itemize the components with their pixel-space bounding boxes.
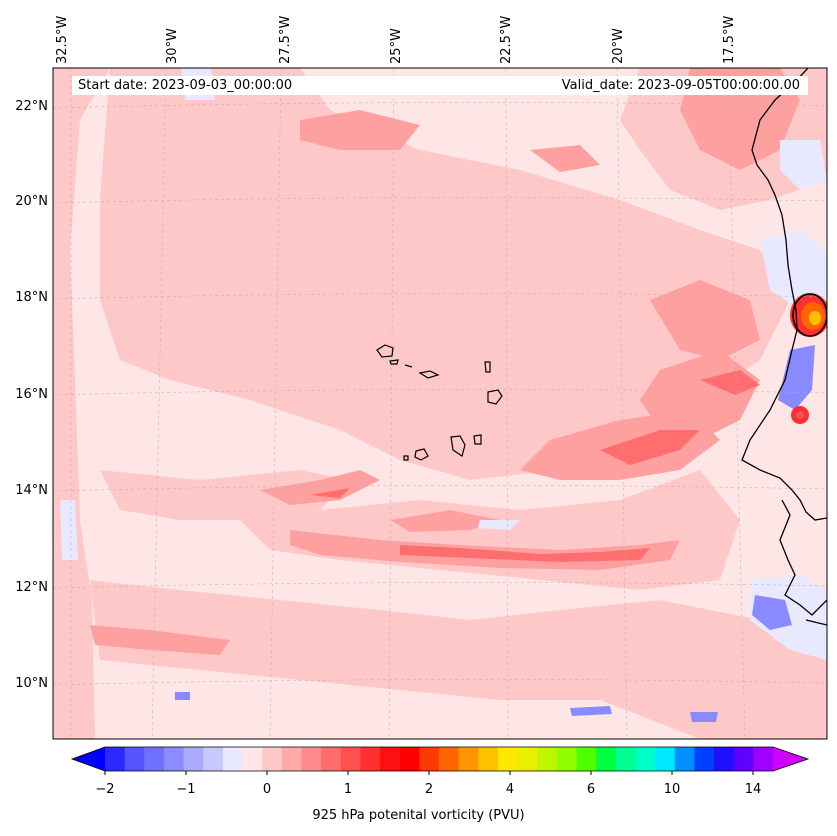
colorbar-segment (694, 747, 715, 771)
colorbar-tick-label: 2 (424, 782, 434, 797)
lon-text: 27.5°W (278, 15, 293, 64)
lat-label-14n: 14°N (15, 483, 48, 498)
colorbar-segment (419, 747, 440, 771)
lon-label-17-5w: 17.5°W (721, 0, 741, 64)
island-sao-vicente (389, 359, 399, 365)
colorbar-segment (380, 747, 401, 771)
start-date-text: Start date: 2023-09-03_00:00:00 (78, 78, 293, 93)
island-santiago (450, 435, 466, 457)
pv-field (53, 68, 827, 739)
colorbar-tick-label: 4 (505, 782, 515, 797)
colorbar-tick-label: −2 (95, 782, 115, 797)
colorbar-segment (635, 747, 656, 771)
colorbar-segment (714, 747, 735, 771)
island-maio (473, 434, 482, 445)
lat-label-10n: 10°N (15, 676, 48, 691)
colorbar-segment (321, 747, 342, 771)
colorbar-segment (340, 747, 361, 771)
lon-text: 20°W (611, 28, 626, 64)
island-boa-vista (487, 389, 503, 405)
colorbar-segment (360, 747, 381, 771)
colorbar-segment (203, 747, 224, 771)
colorbar-segment (655, 747, 676, 771)
colorbar-segment (222, 747, 244, 771)
colorbar-segment (439, 747, 460, 771)
date-info-bar: Start date: 2023-09-03_00:00:00 Valid_da… (72, 76, 808, 95)
colorbar-segment (399, 747, 420, 771)
colorbar-segment (478, 747, 499, 771)
lat-label-16n: 16°N (15, 387, 48, 402)
colorbar-segment (242, 747, 263, 771)
lon-text: 25°W (389, 28, 404, 64)
lon-label-22-5w: 22.5°W (498, 0, 518, 64)
island-sal (484, 361, 491, 373)
pv-hotspot-contour (792, 293, 827, 337)
colorbar-segment (281, 747, 302, 771)
colorbar-tick-label: 1 (343, 782, 353, 797)
colorbar-extend-max (773, 747, 808, 771)
colorbar-segment (537, 747, 558, 771)
colorbar-segment (458, 747, 479, 771)
colorbar-extend-min (72, 747, 105, 771)
valid-date-text: Valid_date: 2023-09-05T00:00:00.00 (561, 78, 800, 93)
colorbar-segment (753, 747, 774, 771)
lon-text: 30°W (165, 28, 180, 64)
colorbar-segment (497, 747, 519, 771)
colorbar-segment (674, 747, 695, 771)
colorbar-segment (124, 747, 145, 771)
colorbar-segment (301, 747, 322, 771)
colorbar-segment (517, 747, 538, 771)
map-frame (52, 67, 828, 740)
colorbar-segment (163, 747, 185, 771)
island-fogo (414, 448, 429, 461)
lon-label-20w: 20°W (610, 0, 630, 64)
pv-strong-areas (310, 370, 760, 562)
pv-neg-strong-areas (175, 345, 815, 722)
colorbar-segment (183, 747, 204, 771)
lat-label-12n: 12°N (15, 580, 48, 595)
island-sao-nicolau (418, 370, 440, 379)
lon-text: 22.5°W (499, 15, 514, 64)
graticule (53, 68, 827, 739)
lon-text: 17.5°W (722, 15, 737, 64)
colorbar-label: 925 hPa potenital vorticity (PVU) (312, 808, 525, 823)
island-santo-antao (376, 344, 394, 358)
colorbar (70, 746, 810, 772)
colorbar-segment (105, 747, 126, 771)
colorbar-tick-label: 14 (744, 782, 762, 797)
colorbar-ticks (104, 771, 754, 775)
colorbar-segment (576, 747, 597, 771)
colorbar-segment (144, 747, 165, 771)
colorbar-segment (262, 747, 283, 771)
colorbar-tick-label: −1 (176, 782, 196, 797)
lon-label-32-5w: 32.5°W (54, 0, 74, 64)
lon-label-27-5w: 27.5°W (277, 0, 297, 64)
coastline (741, 68, 827, 626)
colorbar-segment (615, 747, 636, 771)
colorbar-segment (733, 747, 754, 771)
island-brava (403, 455, 409, 461)
lat-label-18n: 18°N (15, 290, 48, 305)
lon-label-30w: 30°W (164, 0, 184, 64)
colorbar-segment (556, 747, 578, 771)
lat-label-20n: 20°N (15, 194, 48, 209)
lat-label-22n: 22°N (15, 99, 48, 114)
colorbar-segment (596, 747, 617, 771)
lon-text: 32.5°W (55, 15, 70, 64)
colorbar-tick-label: 6 (586, 782, 596, 797)
colorbar-tick-label: 0 (262, 782, 272, 797)
pv-hotspot (790, 293, 827, 424)
cape-verde-islands (376, 344, 503, 461)
colorbar-tick-label: 10 (663, 782, 681, 797)
lon-label-25w: 25°W (388, 0, 408, 64)
island-santa-luzia (404, 364, 413, 368)
